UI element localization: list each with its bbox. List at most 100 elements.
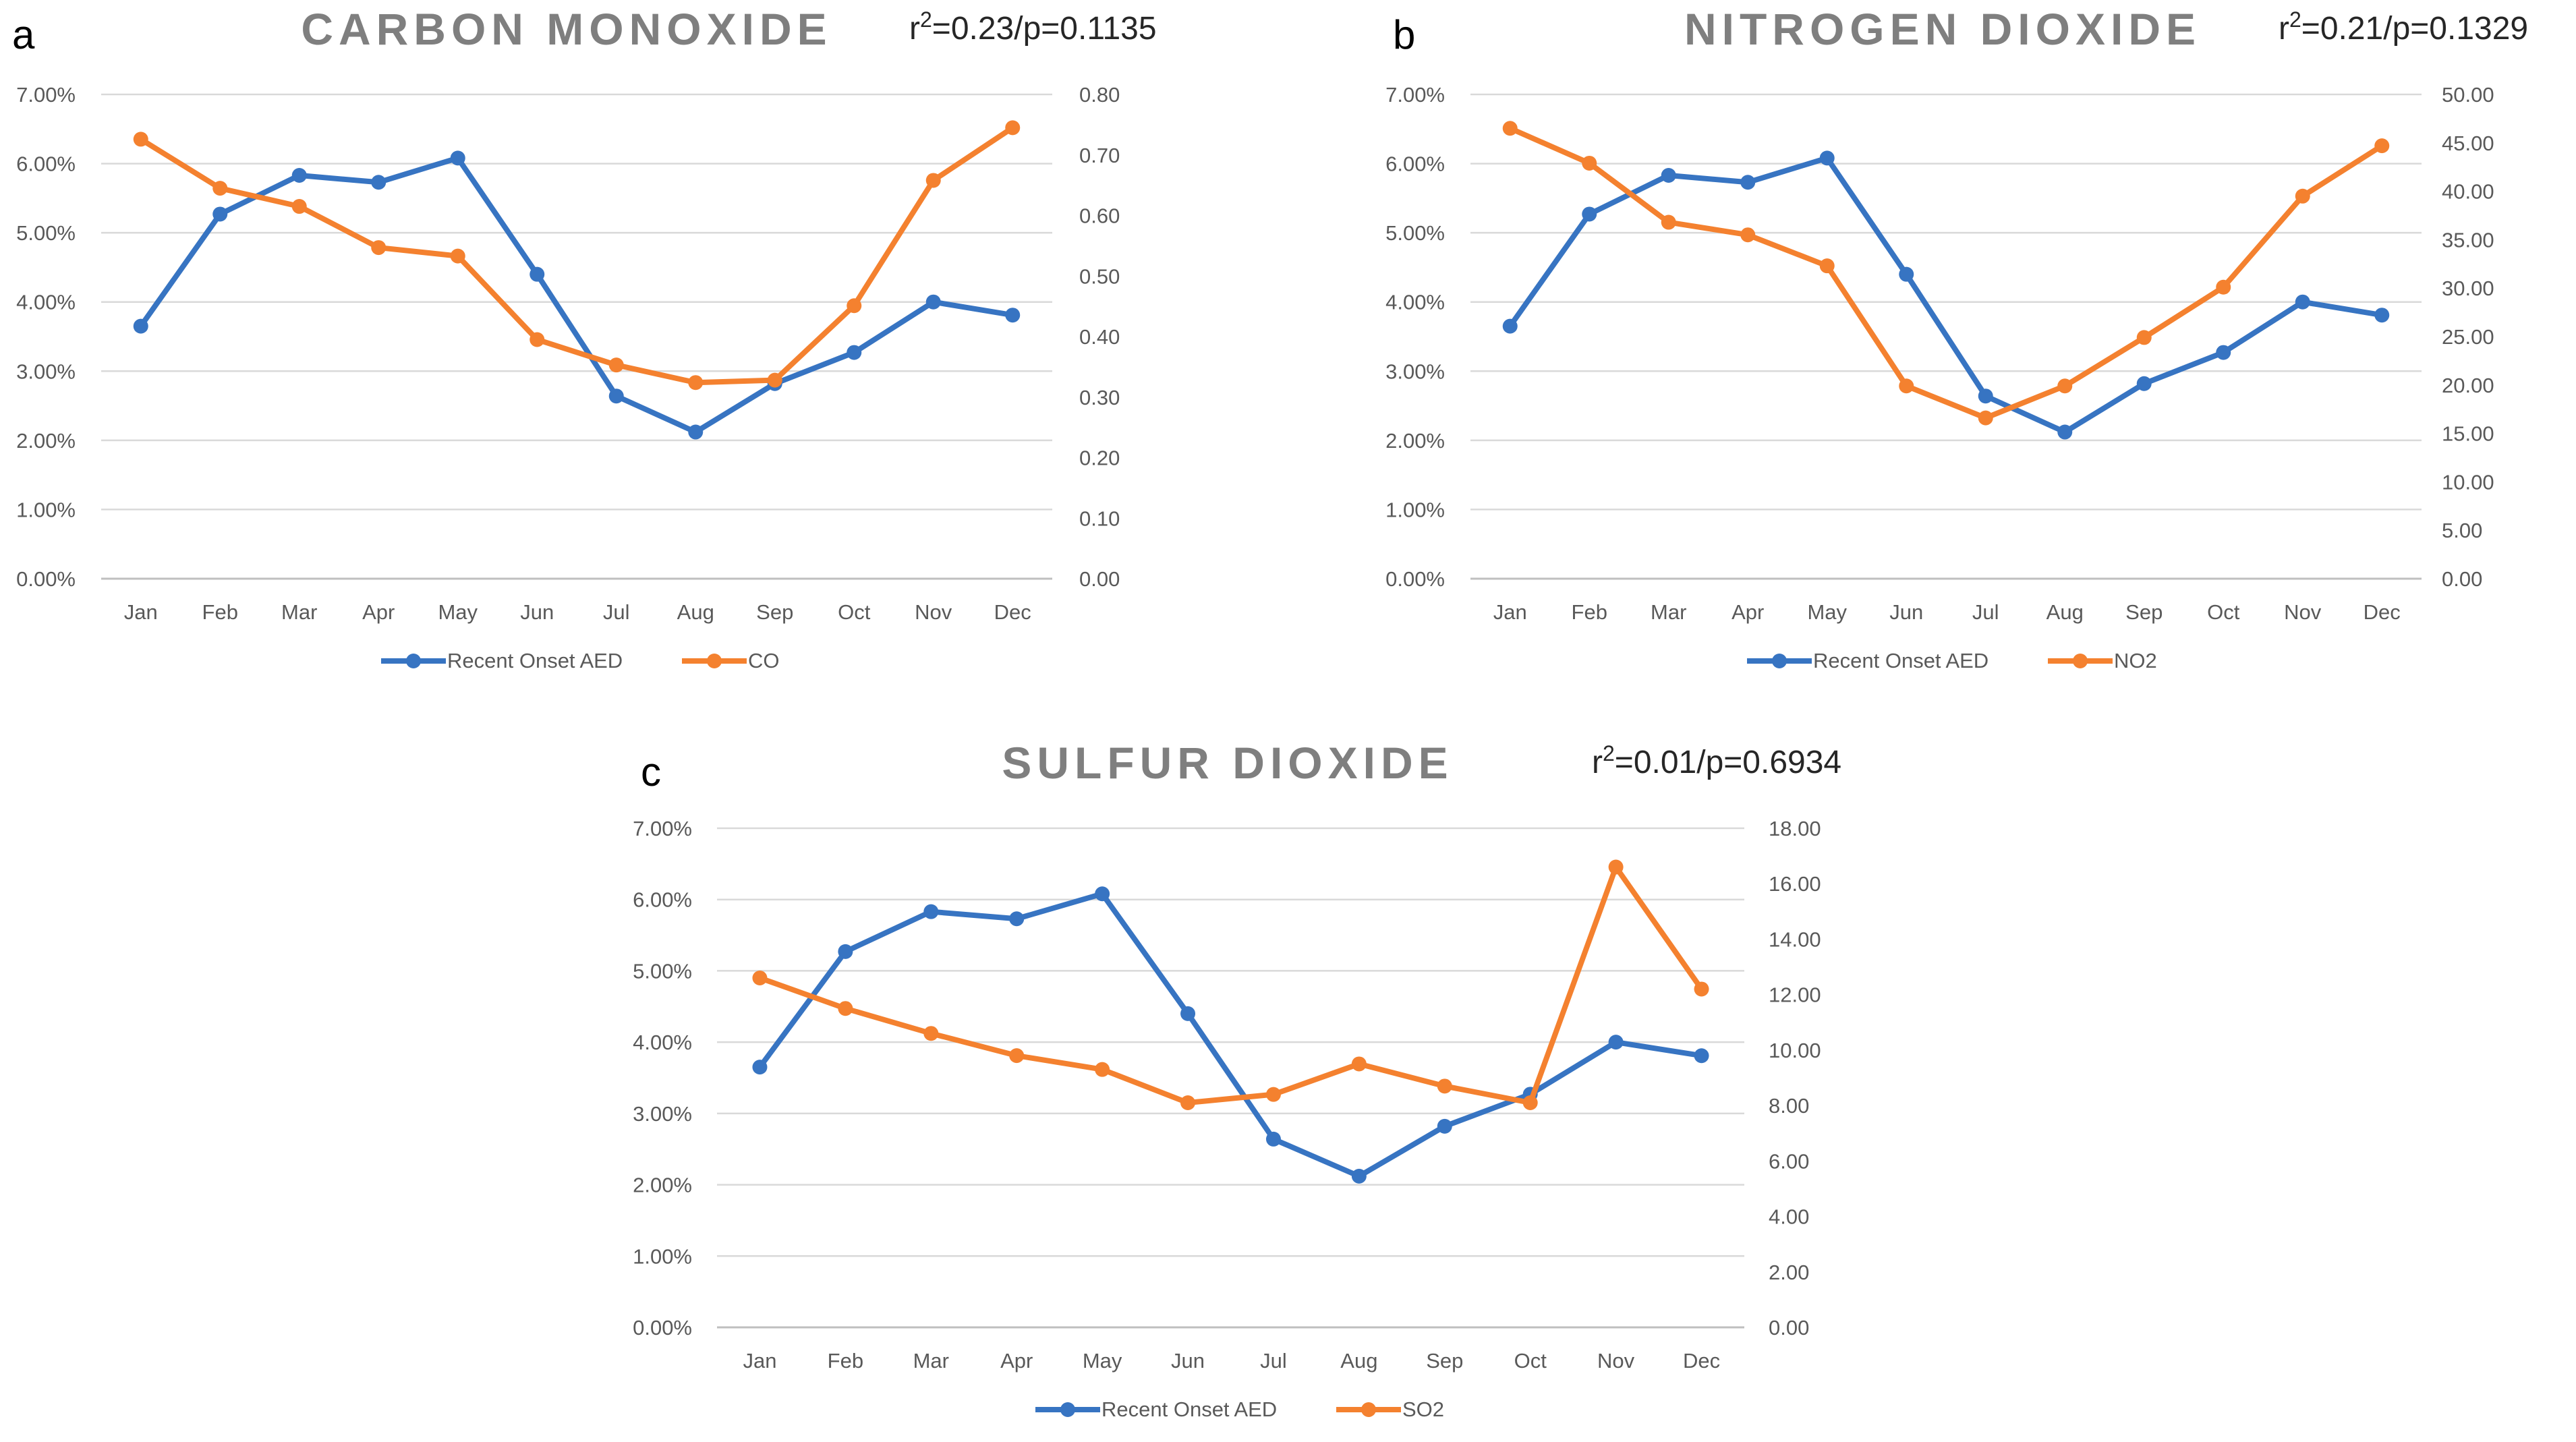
y-right-tick-label: 16.00: [1769, 872, 1821, 896]
legend: Recent Onset AED SO2: [1035, 1397, 1444, 1421]
data-point: [1694, 981, 1709, 997]
legend-label: Recent Onset AED: [447, 649, 623, 672]
legend: Recent Onset AED NO2: [1747, 649, 2157, 672]
y-left-tick-label: 7.00%: [16, 83, 76, 107]
x-tick-label: Mar: [281, 600, 317, 624]
data-point: [133, 318, 148, 334]
chart-title: CARBON MONOXIDE: [301, 4, 832, 54]
x-tick-label: Nov: [915, 600, 952, 624]
data-point: [1582, 206, 1597, 222]
y-left-tick-label: 6.00%: [16, 152, 76, 176]
data-point: [1437, 1078, 1452, 1094]
series-line-pollutant: [757, 864, 1705, 1105]
data-point: [1978, 388, 1993, 404]
data-point: [371, 240, 387, 256]
y-right-tick-label: 0.80: [1079, 83, 1120, 107]
y-left-tick-label: 5.00%: [1385, 221, 1445, 245]
series-line-aed: [757, 891, 1705, 1179]
y-right-tick-label: 0.70: [1079, 144, 1120, 167]
y-right-tick-label: 0.00: [1079, 567, 1120, 591]
x-tick-label: Apr: [1731, 600, 1764, 624]
x-tick-label: Oct: [2207, 600, 2240, 624]
data-point: [291, 168, 307, 183]
y-left-tick-label: 1.00%: [1385, 498, 1445, 521]
legend-label: CO: [748, 649, 780, 672]
x-tick-label: Jun: [520, 600, 554, 624]
y-left-tick-label: 1.00%: [633, 1244, 692, 1268]
y-right-tick-label: 0.20: [1079, 446, 1120, 470]
y-right-tick-label: 0.40: [1079, 325, 1120, 349]
legend-label: Recent Onset AED: [1813, 649, 1988, 672]
y-left-tick-label: 7.00%: [633, 817, 692, 840]
data-point: [688, 375, 704, 391]
y-right-tick-label: 35.00: [2442, 228, 2494, 252]
chart-panel-c: c SULFUR DIOXIDE r2=0.01/p=0.6934 0.00% 1.00…: [633, 738, 1841, 1421]
x-tick-label: Oct: [838, 600, 871, 624]
y-right-tick-label: 0.00: [2442, 567, 2482, 591]
data-point: [1522, 1095, 1538, 1110]
data-point: [1978, 410, 1993, 426]
legend-swatch-marker: [2073, 654, 2088, 668]
data-point: [1582, 155, 1597, 171]
data-point: [1180, 1095, 1196, 1110]
data-point: [688, 424, 704, 440]
data-point: [1740, 227, 1756, 243]
data-point: [752, 1060, 768, 1075]
data-point: [2057, 424, 2073, 440]
x-tick-label: Nov: [1597, 1349, 1635, 1373]
data-point: [847, 345, 862, 360]
chart-panel-b: b NITROGEN DIOXIDE r2=0.21/p=0.1329 0.00% 1.…: [1385, 4, 2528, 672]
data-point: [838, 1001, 853, 1016]
y-right-tick-label: 12.00: [1769, 983, 1821, 1007]
legend-label: NO2: [2114, 649, 2157, 672]
data-point: [1899, 266, 1914, 282]
data-point: [608, 388, 624, 404]
panel-label: c: [641, 749, 661, 795]
chart-title: SULFUR DIOXIDE: [1002, 738, 1453, 788]
y-right-tick-label: 30.00: [2442, 277, 2494, 300]
data-point: [2374, 138, 2390, 154]
y-left-tick-label: 7.00%: [1385, 83, 1445, 107]
y-right-tick-label: 5.00: [2442, 519, 2482, 542]
data-point: [1095, 886, 1110, 902]
data-point: [847, 298, 862, 314]
x-tick-label: Sep: [1426, 1349, 1463, 1373]
legend-swatch-marker: [1060, 1402, 1075, 1417]
x-tick-label: May: [1807, 600, 1847, 624]
data-point: [767, 372, 782, 388]
y-left-tick-label: 4.00%: [1385, 291, 1445, 314]
x-tick-label: Jul: [1972, 600, 1999, 624]
y-right-tick-label: 10.00: [1769, 1039, 1821, 1062]
data-point: [212, 206, 228, 222]
data-point: [923, 1026, 939, 1041]
y-right-tick-label: 15.00: [2442, 422, 2494, 446]
x-tick-label: Aug: [1340, 1349, 1377, 1373]
stat-annotation: r2=0.21/p=0.1329: [2279, 7, 2528, 47]
y-right-tick-label: 14.00: [1769, 927, 1821, 951]
data-point: [133, 132, 148, 147]
data-point: [1351, 1056, 1367, 1072]
x-tick-label: May: [1083, 1349, 1122, 1373]
stat-annotation: r2=0.01/p=0.6934: [1592, 741, 1841, 780]
x-tick-label: Sep: [2125, 600, 2163, 624]
series-line-aed: [138, 155, 1016, 435]
x-tick-label: Mar: [913, 1349, 949, 1373]
y-right-tick-label: 8.00: [1769, 1094, 1809, 1118]
data-point: [1180, 1006, 1196, 1021]
data-point: [1608, 859, 1624, 875]
data-point: [1694, 1048, 1709, 1064]
x-tick-label: Apr: [1000, 1349, 1033, 1373]
y-right-tick-label: 0.30: [1079, 386, 1120, 409]
y-left-tick-label: 4.00%: [633, 1031, 692, 1054]
legend-swatch-marker: [1361, 1402, 1376, 1417]
data-point: [2216, 345, 2231, 360]
panel-label: b: [1393, 12, 1415, 57]
data-point: [925, 294, 941, 310]
data-point: [2136, 376, 2152, 391]
legend-label: Recent Onset AED: [1101, 1397, 1277, 1421]
series-line-pollutant: [1507, 125, 2385, 421]
data-point: [1502, 318, 1518, 334]
data-point: [450, 248, 465, 264]
y-left-tick-label: 0.00%: [16, 567, 76, 591]
